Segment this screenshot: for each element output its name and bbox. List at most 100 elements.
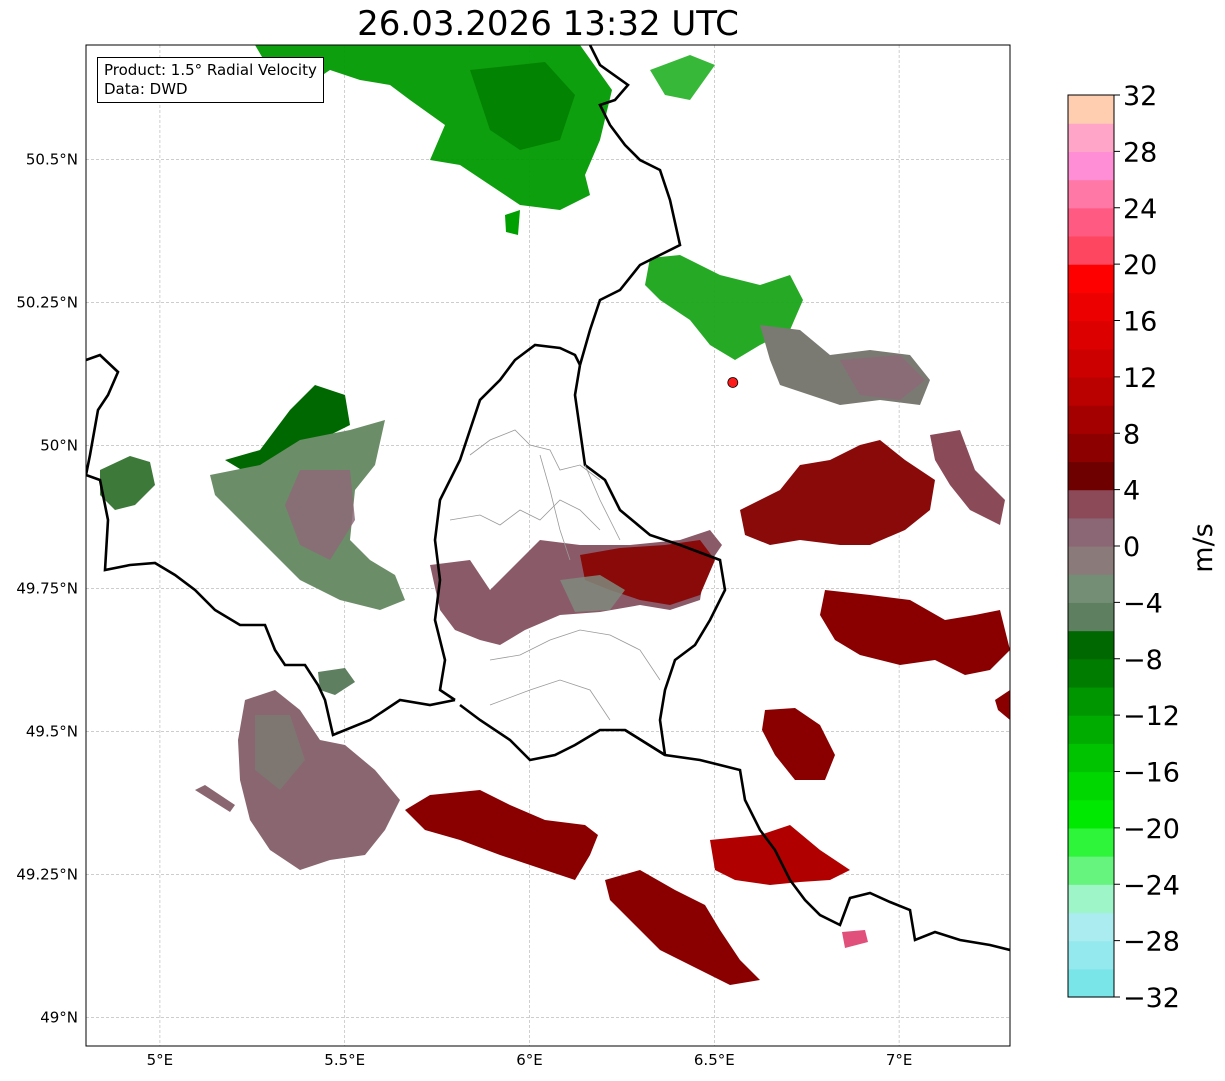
lat-tick-label: 50.25°N	[16, 293, 78, 311]
echo-southwest-streak	[195, 785, 235, 812]
colorbar-segment	[1068, 940, 1114, 970]
colorbar-segment	[1068, 489, 1114, 519]
colorbar-segment	[1068, 715, 1114, 744]
echo-east-maroon-edge	[995, 690, 1010, 720]
colorbar-segment	[1068, 292, 1114, 322]
echo-east-maroon-3	[762, 708, 835, 780]
lat-tick-label: 50°N	[40, 436, 78, 454]
echo-southwest-gray	[255, 715, 305, 790]
radar-echo-layer	[100, 45, 1010, 985]
colorbar-tick-label: −32	[1123, 983, 1180, 1014]
colorbar-tick-label: −16	[1123, 758, 1180, 789]
colorbar-segment	[1068, 95, 1114, 124]
colorbar-tick-label: −24	[1123, 870, 1180, 901]
map-frame	[85, 44, 1011, 1047]
colorbar-tick-label: 8	[1123, 419, 1140, 450]
lon-tick-label: 5.5°E	[324, 1051, 365, 1069]
data-source-label: Data: DWD	[104, 80, 188, 98]
colorbar-tick-label: −8	[1123, 645, 1163, 676]
colorbar-segment	[1068, 207, 1114, 237]
colorbar-tick-label: 12	[1123, 363, 1157, 394]
product-label: Product: 1.5° Radial Velocity	[104, 61, 317, 79]
colorbar-segment	[1068, 602, 1114, 632]
echo-east-maroon-1	[740, 440, 935, 545]
echo-east-mauve-strip	[930, 430, 1005, 525]
colorbar-segment	[1068, 405, 1114, 434]
colorbar-segment	[1068, 264, 1114, 293]
echo-north-green-fringe	[650, 55, 715, 100]
lat-tick-label: 49.5°N	[26, 722, 78, 740]
border-belgium-germany	[578, 45, 682, 366]
colorbar-segment	[1068, 179, 1114, 209]
colorbar-segment	[1068, 348, 1114, 378]
latitude-ticks: 49°N 49.25°N 49.5°N 49.75°N 50°N 50.25°N 50.5°…	[16, 150, 78, 1026]
lat-tick-label: 49.25°N	[16, 865, 78, 883]
colorbar-segment	[1068, 376, 1114, 406]
colorbar-segment	[1068, 123, 1114, 152]
echo-northeast-mauve	[840, 355, 925, 400]
district-lines	[449, 429, 661, 721]
lon-tick-label: 5°E	[147, 1051, 174, 1069]
echo-west-green	[225, 385, 350, 475]
colorbar-segment	[1068, 968, 1114, 998]
info-box: Product: 1.5° Radial Velocity Data: DWD	[97, 57, 324, 103]
echo-central-gray	[560, 575, 625, 612]
colorbar-segment	[1068, 856, 1114, 885]
colorbar-segment	[1068, 686, 1114, 716]
colorbar-segment	[1068, 884, 1114, 914]
echo-east-maroon-2	[820, 590, 1010, 675]
echo-south-maroon-1	[405, 790, 598, 880]
colorbar-tick-label: 16	[1123, 307, 1157, 338]
lat-tick-label: 50.5°N	[26, 150, 78, 168]
border-belgium-luxembourg	[433, 343, 582, 702]
echo-north-green-dark	[470, 62, 575, 150]
colorbar-segment	[1068, 320, 1114, 350]
colorbar-segment	[1068, 743, 1114, 773]
colorbar-segment	[1068, 827, 1114, 857]
echo-west-mauve	[285, 470, 355, 560]
colorbar-tick-label: 0	[1123, 532, 1140, 563]
colorbar-segment	[1068, 151, 1114, 181]
colorbar-segment	[1068, 517, 1114, 547]
country-borders	[86, 45, 1010, 952]
echo-small-green-west	[318, 668, 355, 695]
colorbar-tick-label: −28	[1123, 927, 1180, 958]
colorbar-segment	[1068, 799, 1114, 829]
colorbar-unit-label: m/s	[1188, 523, 1219, 572]
border-germany-france	[624, 728, 1010, 952]
colorbar-tick-label: −20	[1123, 814, 1180, 845]
colorbar-segment	[1068, 912, 1114, 942]
colorbar-tick-label: 20	[1123, 250, 1157, 281]
border-belgium-france	[86, 353, 456, 737]
echo-far-west-green	[100, 456, 155, 510]
longitude-ticks: 5°E 5.5°E 6°E 6.5°E 7°E	[147, 1051, 913, 1069]
echo-south-maroon-3	[710, 825, 850, 885]
lat-tick-label: 49.75°N	[16, 579, 78, 597]
echo-east-pink	[842, 930, 868, 948]
colorbar-segment	[1068, 461, 1114, 491]
border-luxembourg-germany	[573, 364, 727, 756]
echo-south-maroon-2	[605, 870, 760, 985]
colorbar-segment	[1068, 771, 1114, 801]
echo-north-green-small	[505, 210, 520, 235]
colorbar-tick-label: 32	[1123, 81, 1157, 112]
lon-tick-label: 7°E	[886, 1051, 913, 1069]
colorbar-tick-label: 24	[1123, 194, 1157, 225]
colorbar-segment	[1068, 546, 1114, 575]
colorbar-tick-label: −12	[1123, 701, 1180, 732]
colorbar-tick-label: −4	[1123, 588, 1163, 619]
colorbar-tick-label: 4	[1123, 476, 1140, 507]
colorbar-segment	[1068, 574, 1114, 603]
radar-site-marker	[727, 377, 739, 388]
colorbar-segment	[1068, 658, 1114, 688]
lat-tick-label: 49°N	[40, 1008, 78, 1026]
colorbar-segment	[1068, 433, 1114, 463]
colorbar-tick-label: 28	[1123, 137, 1157, 168]
colorbar-segment	[1068, 630, 1114, 660]
border-luxembourg-france	[459, 703, 666, 762]
colorbar: 32 28 24 20 16 12 8 4 0 −4 −8 −12 −16 −20 −24 −28 −32	[1067, 81, 1180, 1014]
colorbar-segment	[1068, 235, 1114, 265]
map-title: 26.03.2026 13:32 UTC	[357, 4, 739, 44]
lon-tick-label: 6°E	[516, 1051, 543, 1069]
